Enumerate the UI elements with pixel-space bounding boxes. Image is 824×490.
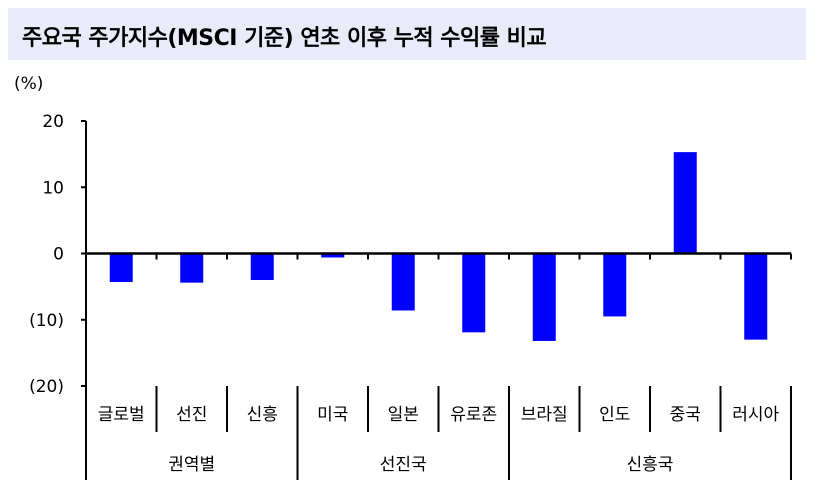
bar-중국 bbox=[673, 152, 697, 254]
bar-일본 bbox=[391, 253, 415, 311]
group-label: 선진국 bbox=[380, 455, 427, 475]
title-bar: 주요국 주가지수(MSCI 기준) 연초 이후 누적 수익률 비교 bbox=[8, 8, 806, 60]
bar-유로존 bbox=[462, 253, 486, 333]
bar-글로벌 bbox=[109, 253, 133, 282]
category-label: 유로존 bbox=[450, 405, 497, 425]
y-tick-label: 0 bbox=[53, 245, 64, 265]
bar-인도 bbox=[603, 253, 627, 317]
bar-신흥 bbox=[250, 253, 274, 280]
category-label: 신흥 bbox=[247, 405, 278, 425]
chart-title: 주요국 주가지수(MSCI 기준) 연초 이후 누적 수익률 비교 bbox=[22, 26, 547, 51]
bar-선진 bbox=[180, 253, 204, 283]
y-tick-label: 10 bbox=[42, 178, 64, 198]
bar-러시아 bbox=[744, 253, 768, 340]
group-label: 권역별 bbox=[168, 455, 215, 475]
category-label: 일본 bbox=[388, 405, 419, 425]
category-label: 글로벌 bbox=[98, 405, 145, 425]
y-tick-label: 20 bbox=[42, 112, 64, 132]
bar-브라질 bbox=[532, 253, 556, 341]
y-tick-label: (10) bbox=[29, 311, 64, 331]
category-label: 중국 bbox=[670, 405, 701, 425]
category-label: 러시아 bbox=[732, 405, 779, 425]
category-label: 브라질 bbox=[521, 405, 568, 425]
y-tick-label: (20) bbox=[29, 377, 64, 397]
category-label: 선진 bbox=[176, 405, 207, 425]
category-label: 인도 bbox=[599, 405, 630, 425]
group-label: 신흥국 bbox=[627, 455, 674, 475]
category-label: 미국 bbox=[317, 405, 348, 425]
y-axis-unit: (%) bbox=[14, 74, 44, 94]
bar-미국 bbox=[321, 253, 345, 258]
